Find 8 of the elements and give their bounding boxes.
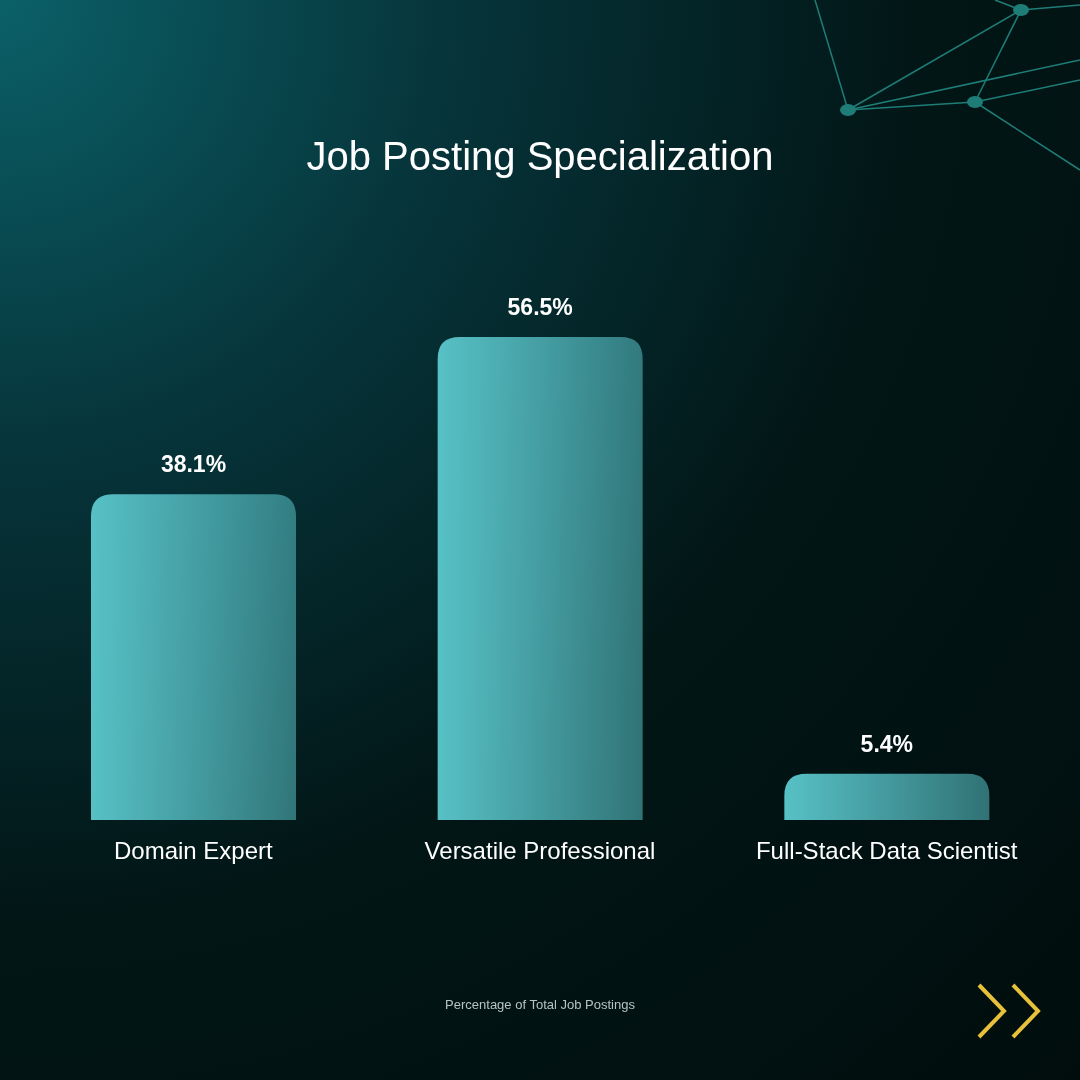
x-tick-label: Versatile Professional: [424, 837, 656, 865]
x-tick-label: Full-Stack Data Scientist: [755, 837, 1018, 865]
text: Percentage of Total Job Postings: [444, 997, 636, 1012]
data-label: 38.1%: [160, 451, 227, 478]
data-label: 5.4%: [860, 730, 914, 757]
x-tick-label: Domain Expert: [113, 837, 274, 865]
data-label: 56.5%: [507, 294, 573, 320]
chart-title: Job Posting Specialization: [305, 134, 775, 179]
